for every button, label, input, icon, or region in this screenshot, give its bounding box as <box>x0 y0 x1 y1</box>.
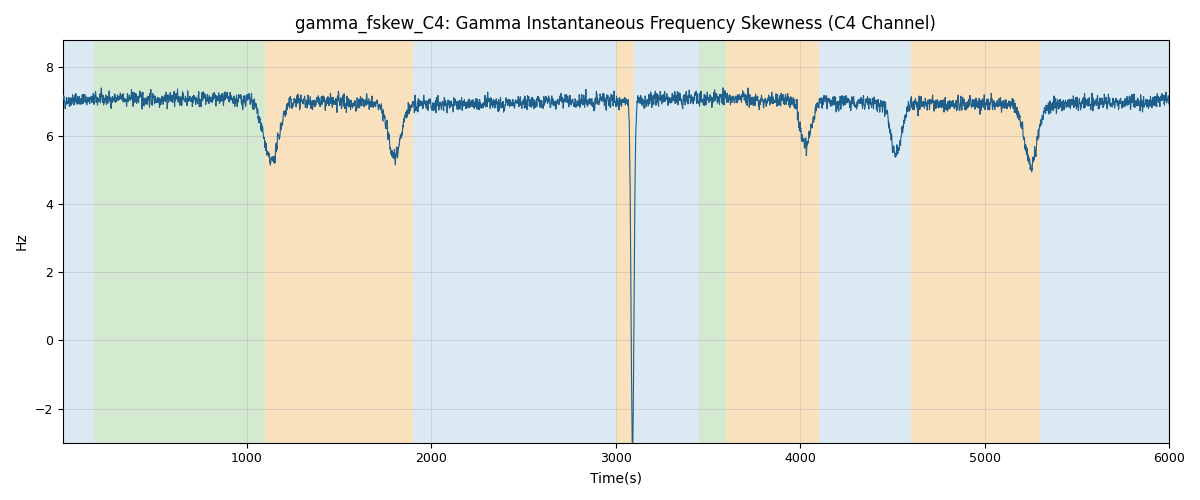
X-axis label: Time(s): Time(s) <box>590 471 642 485</box>
Bar <box>62 40 94 442</box>
Bar <box>698 40 726 442</box>
Bar <box>818 40 911 442</box>
Y-axis label: Hz: Hz <box>16 232 29 250</box>
Bar <box>616 40 635 442</box>
Bar <box>635 40 698 442</box>
Title: gamma_fskew_C4: Gamma Instantaneous Frequency Skewness (C4 Channel): gamma_fskew_C4: Gamma Instantaneous Freq… <box>295 15 936 34</box>
Bar <box>911 40 1040 442</box>
Bar <box>413 40 616 442</box>
Bar <box>94 40 265 442</box>
Bar <box>265 40 413 442</box>
Bar <box>726 40 818 442</box>
Bar <box>1040 40 1169 442</box>
